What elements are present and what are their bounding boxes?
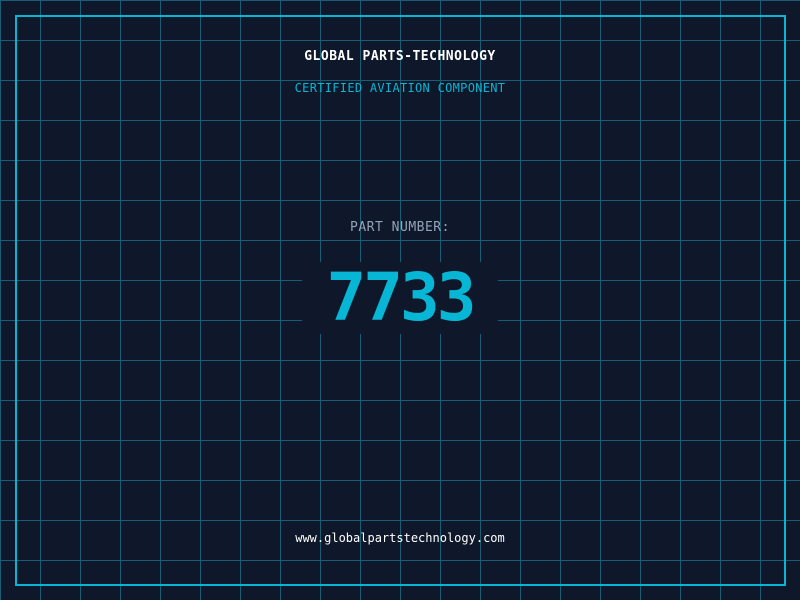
border-frame	[15, 15, 786, 586]
company-title: GLOBAL PARTS-TECHNOLOGY	[304, 49, 496, 64]
part-number-value: 7733	[302, 262, 498, 334]
website-url: www.globalpartstechnology.com	[295, 531, 505, 545]
part-number-label: PART NUMBER:	[350, 220, 450, 235]
subtitle: CERTIFIED AVIATION COMPONENT	[294, 81, 506, 95]
